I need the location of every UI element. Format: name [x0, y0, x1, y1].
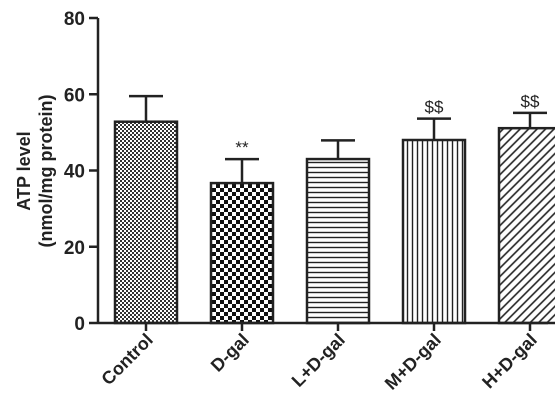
x-tick-label-1: D-gal	[207, 330, 253, 376]
y-tick-label-1: 20	[64, 238, 85, 259]
x-tick-label-3: M+D-gal	[381, 330, 445, 394]
y-axis-title-line1: ATP level	[14, 131, 34, 210]
y-tick-label-4: 80	[64, 9, 85, 30]
bar-2	[305, 157, 371, 325]
bar-4	[497, 126, 555, 325]
y-tick-label-0: 0	[74, 314, 85, 335]
y-axis-title-line2: (nmol/mg protein)	[36, 95, 56, 248]
plot-area: Control ** D-gal L+D-gal $$ M+D-gal $$ H+D-gal 0…	[64, 9, 555, 394]
x-tick-label-2: L+D-gal	[288, 330, 349, 391]
x-tick-label-4: H+D-gal	[478, 330, 541, 393]
significance-label-1: **	[235, 138, 249, 157]
y-tick-label-2: 40	[64, 162, 85, 183]
significance-label-3: $$	[425, 98, 444, 117]
bar-0	[113, 120, 179, 325]
significance-label-4: $$	[521, 92, 540, 111]
bar-3	[401, 138, 467, 325]
bar-1	[209, 181, 275, 325]
y-tick-label-3: 60	[64, 85, 85, 106]
x-tick-label-0: Control	[97, 330, 156, 389]
